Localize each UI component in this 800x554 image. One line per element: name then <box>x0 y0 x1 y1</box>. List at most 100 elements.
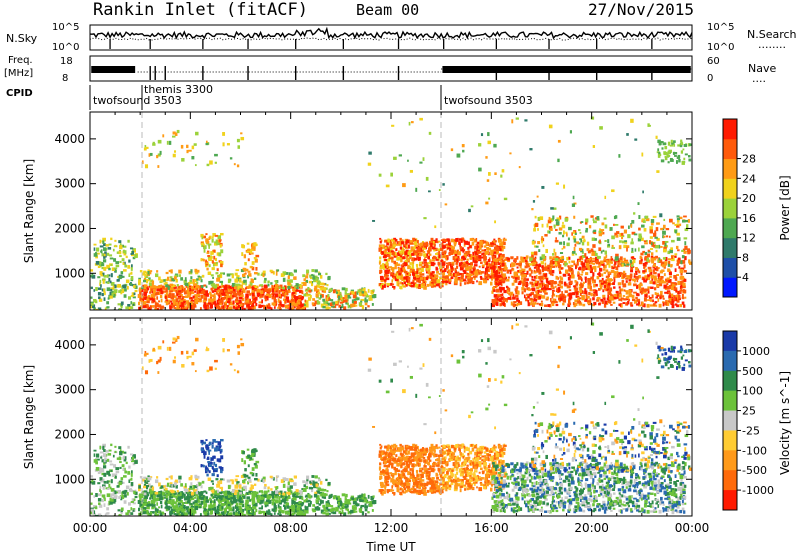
power-cell <box>422 247 426 250</box>
power-cell <box>558 280 563 284</box>
power-cell <box>406 272 409 275</box>
power-cell <box>483 260 487 264</box>
power-cell <box>470 238 475 241</box>
velocity-cell <box>117 489 122 494</box>
velocity-cell <box>132 502 136 505</box>
power-cell <box>186 149 189 154</box>
power-cell <box>142 297 146 300</box>
power-cell <box>495 278 499 281</box>
power-cell <box>236 276 239 281</box>
power-cell <box>424 262 428 266</box>
velocity-cell <box>106 458 110 462</box>
power-cell <box>213 249 216 253</box>
power-cell <box>493 289 496 292</box>
power-cell <box>364 292 368 296</box>
velocity-cell <box>283 504 288 507</box>
power-cell <box>157 304 161 308</box>
power-cell <box>662 301 665 304</box>
power-cell <box>577 296 580 301</box>
power-cell <box>190 304 193 309</box>
power-cell <box>657 153 661 158</box>
power-cell <box>624 240 628 244</box>
power-cell <box>225 284 227 287</box>
power-cell <box>205 140 208 145</box>
power-cell <box>308 280 312 284</box>
power-cell <box>642 303 646 307</box>
power-cell <box>168 140 172 145</box>
power-cell <box>128 305 131 310</box>
power-cell <box>118 240 122 244</box>
power-cell <box>686 248 691 253</box>
power-cell <box>271 285 274 289</box>
power-cell <box>165 288 168 293</box>
power-cell <box>593 265 597 270</box>
power-cell <box>643 279 647 283</box>
power-cell <box>456 271 460 276</box>
power-cell <box>176 291 180 296</box>
velocity-cell <box>103 480 107 484</box>
power-cell <box>163 282 166 285</box>
power-cell <box>416 268 419 272</box>
power-cell <box>306 269 310 274</box>
power-cell <box>168 300 173 303</box>
power-cell <box>331 301 336 305</box>
power-cell <box>203 248 206 253</box>
power-cell <box>93 247 96 251</box>
power-cell <box>428 255 431 260</box>
power-cell <box>245 293 249 298</box>
power-cell <box>390 272 394 276</box>
power-cell <box>577 276 582 280</box>
power-cell <box>273 299 277 304</box>
power-cell <box>538 249 541 253</box>
power-cell <box>115 264 120 268</box>
power-cell <box>538 295 542 300</box>
power-cell <box>198 289 201 293</box>
power-cell <box>598 302 601 306</box>
power-cell <box>515 294 519 298</box>
nsearch-tick-top: 10^5 <box>707 22 734 33</box>
power-cell <box>184 282 189 286</box>
power-cell <box>219 240 222 243</box>
power-cell <box>412 259 415 264</box>
power-cell <box>249 281 253 285</box>
power-cell <box>456 153 461 158</box>
power-cell <box>434 225 437 229</box>
power-cell <box>640 252 644 256</box>
power-cell <box>103 247 107 251</box>
power-cell <box>157 291 160 295</box>
power-cell <box>241 308 244 310</box>
power-cell <box>415 263 419 267</box>
power-cell <box>312 298 316 301</box>
power-cell <box>457 278 461 281</box>
power-cell <box>555 303 559 307</box>
power-cell <box>117 283 122 288</box>
power-cell <box>100 284 102 288</box>
power-cell <box>200 233 204 238</box>
power-cell <box>401 282 404 285</box>
power-cell <box>173 150 177 153</box>
power-cell <box>516 266 519 269</box>
power-cell <box>234 272 238 276</box>
power-cell <box>559 297 563 301</box>
power-cell <box>630 256 635 259</box>
power-cell <box>186 303 189 307</box>
velocity-cell <box>113 473 118 476</box>
power-cell <box>194 294 198 299</box>
power-cell <box>262 289 266 292</box>
power-cell <box>395 248 398 252</box>
power-cell <box>633 233 638 236</box>
power-cell <box>235 302 240 306</box>
velocity-cell <box>130 459 133 461</box>
power-cell <box>679 303 683 308</box>
power-cell <box>670 293 673 297</box>
power-cell <box>498 254 501 258</box>
power-cell <box>490 249 494 254</box>
power-cell <box>668 260 671 265</box>
power-cell <box>284 293 286 296</box>
power-cell <box>315 293 319 298</box>
power-cell <box>653 263 656 268</box>
power-cell <box>687 219 690 223</box>
power-cell <box>538 303 541 306</box>
power-cell <box>144 274 147 278</box>
power-cell <box>450 276 454 280</box>
